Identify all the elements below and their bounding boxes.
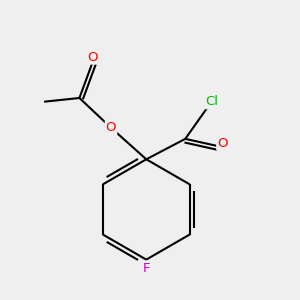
Text: O: O <box>217 137 228 150</box>
Text: Cl: Cl <box>205 95 218 108</box>
Text: F: F <box>142 262 150 275</box>
Text: O: O <box>106 121 116 134</box>
Text: O: O <box>87 51 98 64</box>
